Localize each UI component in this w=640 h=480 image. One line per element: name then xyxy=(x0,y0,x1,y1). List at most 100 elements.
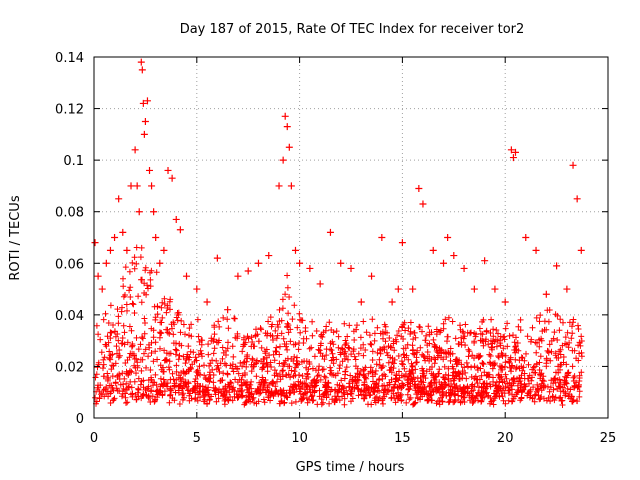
data-point xyxy=(164,166,172,174)
data-point xyxy=(281,112,289,120)
data-point xyxy=(291,246,299,254)
data-point xyxy=(563,285,571,293)
data-point xyxy=(440,259,448,267)
data-point xyxy=(148,182,156,190)
data-point xyxy=(501,298,509,306)
x-tick-label: 25 xyxy=(600,431,617,446)
data-point xyxy=(460,264,468,272)
data-point xyxy=(444,234,452,241)
x-tick-label: 0 xyxy=(90,431,98,446)
plot-frame xyxy=(93,56,609,419)
data-point xyxy=(140,130,148,138)
data-point xyxy=(138,66,146,74)
data-point xyxy=(111,234,119,241)
data-point xyxy=(119,228,127,236)
data-point xyxy=(141,117,149,125)
data-point xyxy=(569,161,577,169)
axis-ticks: 0 5 10 15 20 25 0 0.02 0.04 0.06 0.08 0.1 0.12 0.14 xyxy=(55,51,616,446)
data-point xyxy=(91,239,99,247)
data-point xyxy=(146,166,154,174)
data-point xyxy=(511,148,519,156)
y-tick-label: 0 xyxy=(76,412,84,427)
data-point xyxy=(577,246,585,254)
data-point xyxy=(135,208,143,216)
data-point xyxy=(156,259,164,267)
data-point xyxy=(481,257,489,265)
data-point xyxy=(133,182,141,190)
grid-lines xyxy=(94,57,608,418)
data-point xyxy=(415,185,423,193)
y-tick-label: 0.08 xyxy=(55,206,84,221)
data-point xyxy=(357,298,365,306)
data-point xyxy=(176,226,184,234)
data-point xyxy=(522,234,530,241)
data-point xyxy=(137,58,145,66)
x-axis-label: GPS time / hours xyxy=(296,460,405,475)
data-point xyxy=(254,259,262,267)
scatter-cloud xyxy=(92,244,585,408)
data-point xyxy=(160,246,168,254)
data-point xyxy=(94,272,102,280)
y-tick-label: 0.02 xyxy=(55,360,84,375)
data-point xyxy=(102,259,110,267)
data-point xyxy=(127,182,135,190)
data-point xyxy=(224,306,232,314)
data-point xyxy=(347,264,355,272)
data-point xyxy=(213,254,221,262)
y-tick-label: 0.04 xyxy=(55,309,84,324)
data-point xyxy=(509,154,517,162)
data-point xyxy=(378,234,386,241)
data-point xyxy=(450,252,458,260)
data-point xyxy=(143,97,151,105)
data-point xyxy=(115,195,123,203)
x-tick-label: 20 xyxy=(497,431,514,446)
data-point xyxy=(152,234,160,241)
data-point xyxy=(429,246,437,254)
x-tick-label: 5 xyxy=(193,431,201,446)
data-point xyxy=(203,298,211,306)
data-point xyxy=(398,239,406,247)
data-point xyxy=(275,182,283,190)
chart-title: Day 187 of 2015, Rate Of TEC Index for r… xyxy=(180,22,525,37)
y-tick-label: 0.06 xyxy=(55,257,84,272)
data-point xyxy=(316,280,324,288)
data-point xyxy=(573,195,581,203)
data-point xyxy=(388,298,396,306)
y-tick-label: 0.1 xyxy=(63,154,84,169)
data-point xyxy=(279,156,287,164)
data-point xyxy=(507,146,515,154)
data-point xyxy=(283,123,291,131)
data-point xyxy=(234,272,242,280)
data-point xyxy=(168,174,176,182)
x-tick-label: 15 xyxy=(394,431,411,446)
y-tick-label: 0.14 xyxy=(55,51,84,66)
data-point xyxy=(131,146,139,154)
data-point xyxy=(265,252,273,260)
data-point xyxy=(394,285,402,293)
data-point xyxy=(123,246,131,254)
data-point xyxy=(244,267,252,275)
data-points xyxy=(91,58,585,314)
data-point xyxy=(183,272,191,280)
data-point xyxy=(368,272,376,280)
data-point xyxy=(172,215,180,223)
data-point xyxy=(287,182,295,190)
data-point xyxy=(150,208,158,216)
data-point xyxy=(106,246,114,254)
data-point xyxy=(491,285,499,293)
data-point xyxy=(285,143,293,151)
data-point xyxy=(532,246,540,254)
y-axis-label: ROTI / TECUs xyxy=(8,195,23,280)
data-point xyxy=(98,285,106,293)
data-point xyxy=(337,259,345,267)
data-point xyxy=(306,264,314,272)
data-point xyxy=(553,262,561,270)
data-point xyxy=(542,290,550,298)
data-point xyxy=(470,285,478,293)
scatter-cloud-markers xyxy=(92,244,585,408)
data-point xyxy=(326,228,334,236)
y-tick-label: 0.12 xyxy=(55,103,84,118)
data-point xyxy=(419,200,427,208)
x-tick-label: 10 xyxy=(291,431,308,446)
